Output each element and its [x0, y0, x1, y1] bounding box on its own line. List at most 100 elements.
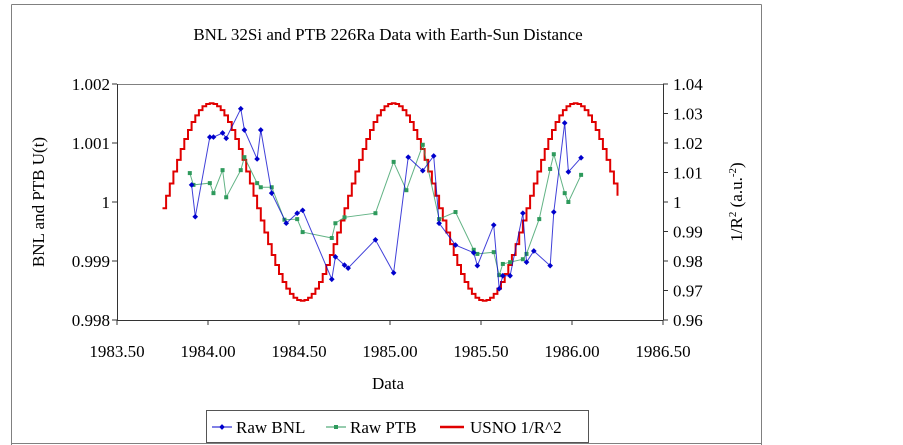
data-point [258, 185, 263, 190]
series-usno [162, 102, 619, 302]
data-point [255, 181, 260, 186]
data-point [342, 215, 347, 220]
data-point [404, 188, 409, 193]
data-point [520, 210, 526, 217]
usno-line [162, 102, 619, 302]
y2-tick-label: 1 [673, 193, 682, 212]
y2-tick-label: 0.97 [673, 282, 703, 301]
data-point [508, 260, 513, 265]
data-point [561, 120, 568, 126]
data-point [223, 135, 230, 142]
legend-bnl-marker [219, 424, 225, 430]
data-point [329, 235, 334, 240]
y-tick-label: 1.002 [72, 75, 110, 94]
data-point [295, 217, 300, 222]
y2-tick-label: 1.01 [673, 164, 703, 183]
data-point [257, 127, 264, 133]
data-point [294, 210, 301, 217]
legend-item-ptb: Raw PTB [326, 418, 417, 437]
data-point [419, 167, 426, 174]
data-point [471, 247, 476, 252]
y2-axis-label-tail: (a.u. [727, 177, 746, 211]
data-point [210, 134, 217, 140]
data-point [475, 251, 480, 256]
data-point [507, 272, 513, 279]
data-point [241, 127, 248, 133]
y2-tick-label: 1.02 [673, 134, 703, 153]
y2-tick-label: 0.96 [673, 311, 703, 330]
data-point [391, 159, 396, 164]
y-tick-label: 0.999 [72, 252, 110, 271]
x-axis-label: Data [372, 374, 405, 393]
data-point [497, 273, 502, 278]
data-point [496, 285, 503, 292]
data-point [283, 220, 290, 227]
data-point [207, 181, 212, 186]
x-tick-label: 1984.50 [271, 342, 326, 361]
data-point [268, 190, 275, 196]
y2-axis-label-close: ) [727, 162, 746, 168]
data-point [520, 257, 525, 262]
data-point [548, 166, 553, 171]
series-ptb-line [189, 143, 582, 278]
data-point [237, 105, 244, 112]
data-point [566, 200, 571, 204]
data-point [211, 191, 216, 196]
legend-usno-label: USNO 1/R^2 [470, 418, 562, 437]
data-point [332, 254, 339, 260]
data-point [300, 230, 305, 235]
y2-tick-label: 1.04 [673, 75, 703, 94]
data-point [474, 262, 481, 269]
data-point [238, 168, 243, 173]
y2-tick-label: 0.98 [673, 252, 703, 271]
data-point [499, 272, 506, 279]
data-point [242, 155, 247, 160]
legend-bnl-label: Raw BNL [236, 418, 305, 437]
x-tick-label: 1984.00 [180, 342, 235, 361]
data-point [192, 213, 199, 220]
y-ticks-left: 0.998 0.999 1 1.001 1.002 [72, 75, 117, 330]
data-point [436, 220, 442, 227]
data-point [187, 171, 192, 176]
y-ticks-right: 0.96 0.97 0.98 0.99 1 1.01 1.02 1.03 1.04 [663, 75, 703, 330]
legend-box [206, 410, 589, 443]
y-tick-label: 1.001 [72, 134, 110, 153]
data-point [537, 217, 542, 222]
data-point [269, 185, 274, 190]
data-point [206, 134, 213, 140]
data-point [405, 154, 412, 161]
data-point [547, 262, 553, 269]
data-point [373, 211, 378, 216]
data-point [328, 276, 335, 283]
legend: Raw BNL Raw PTB USNO 1/R^2 [206, 410, 589, 443]
legend-ptb-marker [334, 425, 338, 429]
y-tick-label: 1 [102, 193, 111, 212]
series-bnl [188, 105, 584, 292]
data-point [453, 210, 458, 215]
chart-title: BNL 32Si and PTB 226Ra Data with Earth-S… [193, 25, 582, 44]
legend-item-bnl: Raw BNL [212, 418, 305, 437]
data-point [420, 142, 425, 147]
data-point [188, 182, 195, 188]
data-point [220, 168, 225, 173]
x-tick-label: 1983.50 [89, 342, 144, 361]
data-point [500, 261, 505, 266]
data-point [579, 172, 584, 177]
data-point [490, 222, 497, 228]
chart-frame-spacer [12, 5, 312, 445]
y2-tick-label: 0.99 [673, 223, 703, 242]
y2-axis-label-sup2: -2 [727, 168, 739, 177]
data-point [254, 156, 260, 162]
data-point [470, 249, 477, 256]
legend-ptb-label: Raw PTB [350, 418, 417, 437]
data-point [333, 221, 338, 226]
data-point [372, 236, 379, 243]
series-bnl-line [191, 107, 582, 289]
x-ticks: 1983.50 1984.00 1984.50 1985.00 1985.50 1986.… [89, 320, 691, 361]
data-point [345, 265, 351, 271]
data-point [551, 152, 556, 157]
data-point [390, 269, 397, 276]
y2-axis-label-sup: 2 [727, 212, 739, 218]
x-tick-label: 1986.50 [635, 342, 690, 361]
data-point [224, 195, 229, 200]
